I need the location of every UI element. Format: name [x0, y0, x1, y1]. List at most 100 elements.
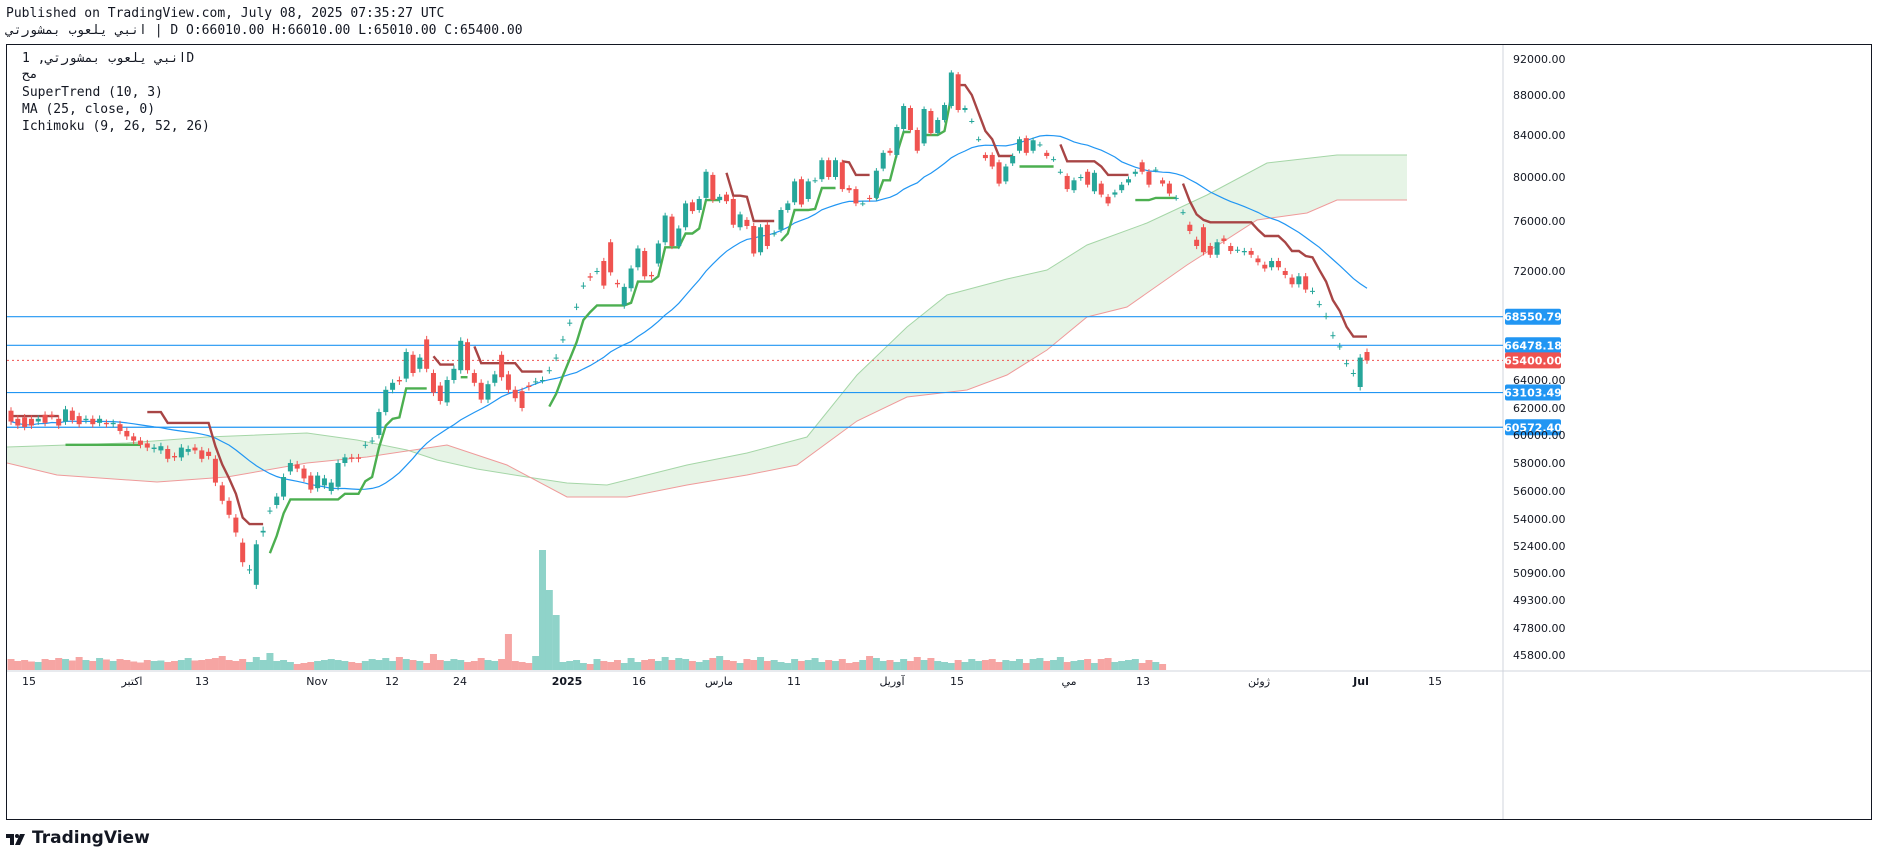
candle[interactable]: [710, 174, 716, 201]
candle[interactable]: [819, 160, 825, 180]
candle[interactable]: [28, 418, 34, 426]
candle[interactable]: [1282, 271, 1288, 275]
candle[interactable]: [989, 154, 995, 167]
candle[interactable]: [669, 216, 675, 246]
candle[interactable]: [410, 354, 416, 373]
candle[interactable]: [103, 422, 109, 425]
candle[interactable]: [839, 162, 845, 190]
candle[interactable]: [1214, 242, 1220, 255]
candle[interactable]: [417, 357, 423, 369]
candle[interactable]: [1228, 246, 1234, 251]
candle[interactable]: [1235, 249, 1241, 251]
candle[interactable]: [110, 422, 116, 425]
candle[interactable]: [580, 285, 586, 287]
candle[interactable]: [492, 374, 498, 383]
candle[interactable]: [907, 108, 913, 130]
candle[interactable]: [1010, 156, 1016, 164]
candle[interactable]: [226, 500, 232, 515]
candle[interactable]: [628, 268, 634, 289]
candle[interactable]: [914, 130, 920, 151]
candle[interactable]: [212, 458, 218, 483]
candle[interactable]: [437, 385, 443, 401]
candle[interactable]: [1119, 184, 1125, 191]
candle[interactable]: [1187, 224, 1193, 231]
candle[interactable]: [260, 530, 266, 533]
candle[interactable]: [730, 199, 736, 225]
candle[interactable]: [553, 357, 559, 359]
candle[interactable]: [35, 418, 41, 422]
candle[interactable]: [1241, 251, 1247, 253]
candle[interactable]: [621, 286, 627, 306]
candle[interactable]: [826, 160, 832, 177]
candle[interactable]: [662, 215, 668, 243]
candle[interactable]: [737, 214, 743, 228]
candle[interactable]: [376, 412, 382, 435]
candle[interactable]: [1112, 192, 1118, 195]
candle[interactable]: [424, 339, 430, 369]
candle[interactable]: [192, 447, 198, 451]
candle[interactable]: [362, 444, 368, 446]
candle[interactable]: [253, 544, 259, 585]
candle[interactable]: [1275, 261, 1281, 268]
candle[interactable]: [274, 496, 280, 505]
candle[interactable]: [219, 485, 225, 501]
candle[interactable]: [233, 517, 239, 533]
candle[interactable]: [771, 233, 777, 235]
candle[interactable]: [1091, 172, 1097, 192]
candle[interactable]: [301, 468, 307, 479]
candle[interactable]: [76, 416, 82, 425]
candle[interactable]: [812, 180, 818, 182]
candle[interactable]: [403, 352, 409, 379]
candle[interactable]: [1194, 239, 1200, 246]
candle[interactable]: [172, 456, 178, 458]
candle[interactable]: [1016, 139, 1022, 151]
candle[interactable]: [976, 139, 982, 141]
candle[interactable]: [533, 381, 539, 383]
candle[interactable]: [321, 478, 327, 486]
candle[interactable]: [574, 306, 580, 308]
candle[interactable]: [1309, 290, 1315, 292]
candle[interactable]: [178, 447, 184, 458]
candle[interactable]: [1037, 144, 1043, 146]
candle[interactable]: [560, 339, 566, 341]
candle[interactable]: [124, 430, 130, 437]
candle[interactable]: [887, 150, 893, 153]
candle[interactable]: [1221, 238, 1227, 242]
candle[interactable]: [246, 569, 252, 571]
chart-panel[interactable]: 68550.79 66478.18 63103.49 60572.40 65400.00…: [6, 44, 1872, 820]
candle[interactable]: [635, 248, 641, 268]
candle[interactable]: [608, 242, 614, 273]
candle[interactable]: [315, 475, 321, 489]
candle[interactable]: [1350, 373, 1356, 374]
candle[interactable]: [689, 202, 695, 212]
candle[interactable]: [42, 414, 48, 423]
candle[interactable]: [846, 188, 852, 191]
candle[interactable]: [199, 450, 205, 459]
candle[interactable]: [948, 72, 954, 107]
legend-supertrend[interactable]: SuperTrend (10, 3): [22, 85, 163, 100]
candle[interactable]: [335, 463, 341, 487]
candle[interactable]: [935, 120, 941, 133]
candle[interactable]: [1200, 227, 1206, 253]
candle[interactable]: [676, 228, 682, 247]
candle[interactable]: [921, 109, 927, 144]
candle[interactable]: [764, 224, 770, 246]
candle[interactable]: [383, 389, 389, 413]
candle[interactable]: [1051, 159, 1057, 161]
candle[interactable]: [369, 440, 375, 442]
candle[interactable]: [1269, 261, 1275, 268]
candle[interactable]: [1344, 363, 1350, 365]
candle[interactable]: [1139, 162, 1145, 172]
candle[interactable]: [165, 449, 171, 459]
candle[interactable]: [778, 210, 784, 230]
candle[interactable]: [1357, 357, 1363, 387]
candle[interactable]: [1105, 196, 1111, 204]
candle[interactable]: [758, 227, 764, 253]
tradingview-brand[interactable]: TradingView: [6, 828, 150, 848]
candle[interactable]: [519, 391, 525, 408]
candle[interactable]: [969, 121, 975, 122]
candle[interactable]: [505, 374, 511, 390]
candle[interactable]: [22, 417, 28, 427]
candle[interactable]: [158, 446, 164, 451]
candle[interactable]: [1085, 171, 1091, 185]
